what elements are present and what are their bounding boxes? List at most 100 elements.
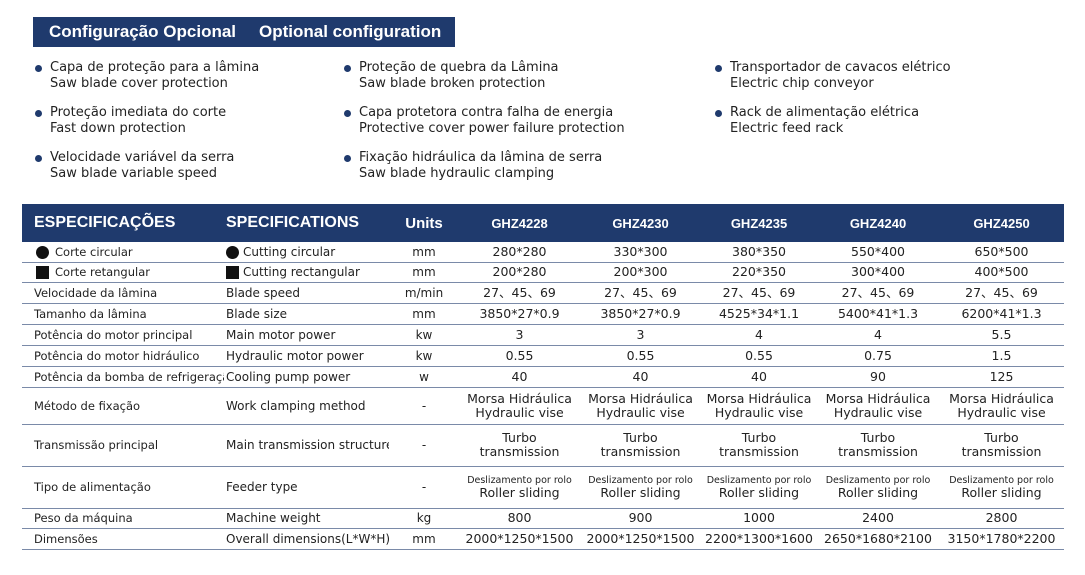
cell-value: Turbo transmission: [580, 424, 701, 467]
table-row: Peso da máquina Machine weight kg 800 900 100…: [22, 508, 1064, 529]
cell-value: 550*400: [817, 242, 939, 263]
row-label-en: Main motor power: [224, 324, 389, 346]
cell-value: 4525*34*1.1: [701, 303, 817, 325]
filled-square-icon: [36, 266, 49, 279]
row-label-pt-text: Método de fixação: [34, 398, 141, 413]
cell-value: 27、45、69: [817, 282, 939, 304]
cell-value: 400*500: [939, 262, 1064, 283]
cell-value: 650*500: [939, 242, 1064, 263]
row-label-en-text: Blade size: [226, 306, 288, 321]
row-label-en-text: Main transmission structure: [226, 438, 389, 452]
row-label-pt: Transmissão principal: [22, 424, 224, 467]
cell-value: 900: [580, 508, 701, 529]
cell-value-bottom: transmission: [961, 444, 1042, 459]
row-unit: kw: [389, 345, 459, 367]
header-model: GHZ4235: [701, 204, 817, 242]
row-label-en-text: Main motor power: [226, 327, 336, 342]
cell-value: 5400*41*1.3: [817, 303, 939, 325]
cell-value: 40: [580, 366, 701, 388]
cell-value: 300*400: [817, 262, 939, 283]
row-label-pt-text: Potência do motor principal: [34, 327, 193, 342]
row-label-pt-text: Potência da bomba de refrigeração: [34, 369, 224, 384]
row-unit: w: [389, 366, 459, 388]
row-label-pt-text: Corte circular: [55, 244, 133, 259]
filled-circle-icon: [36, 245, 49, 259]
cell-value: Deslizamento por rolo Roller sliding: [939, 466, 1064, 509]
cell-value: 5.5: [939, 324, 1064, 346]
header-model: GHZ4230: [580, 204, 701, 242]
optional-config-banner: Configuração Opcional Optional configura…: [33, 17, 455, 47]
cell-value-bottom: Roller sliding: [837, 484, 919, 500]
cell-value: Deslizamento por rolo Roller sliding: [701, 466, 817, 509]
banner-title-en: Optional configuration: [259, 22, 442, 41]
cell-value: 27、45、69: [459, 282, 580, 304]
row-label-en: Cutting rectangular: [224, 262, 389, 283]
row-label-pt-text: Velocidade da lâmina: [34, 285, 158, 300]
option-en: Saw blade cover protection: [50, 76, 228, 91]
cell-value-bottom: transmission: [719, 444, 799, 459]
table-row: Transmissão principal Main transmission s…: [22, 424, 1064, 467]
cell-value-top: Turbo: [623, 430, 658, 445]
specifications-table: ESPECIFICAÇÕES SPECIFICATIONS Units GHZ4…: [22, 204, 1064, 550]
cell-value-bottom: transmission: [479, 444, 560, 459]
cell-value-bottom: transmission: [600, 444, 681, 459]
table-row: Potência da bomba de refrigeração Cooling…: [22, 366, 1064, 388]
option-en: Saw blade broken protection: [359, 76, 546, 91]
header-model: GHZ4228: [459, 204, 580, 242]
cell-value: Turbo transmission: [817, 424, 939, 467]
cell-value: Morsa Hidráulica Hydraulic vise: [459, 387, 580, 425]
row-label-en: Work clamping method: [224, 387, 389, 425]
option-pt: Proteção imediata do corte: [50, 105, 227, 120]
table-row: Potência do motor principal Main motor po…: [22, 324, 1064, 346]
row-label-pt: Corte circular: [22, 242, 224, 263]
row-label-en-text: Cutting rectangular: [243, 265, 360, 279]
bullet-dot-icon: [35, 65, 42, 72]
cell-value: Morsa Hidráulica Hydraulic vise: [939, 387, 1064, 425]
option-en: Saw blade hydraulic clamping: [359, 166, 555, 181]
cell-value: 3150*1780*2200: [939, 528, 1064, 550]
row-label-pt: Potência do motor principal: [22, 324, 224, 346]
bullet-dot-icon: [35, 110, 42, 117]
cell-value: 27、45、69: [580, 282, 701, 304]
row-unit: -: [389, 424, 459, 467]
cell-value-top: Deslizamento por rolo: [825, 474, 931, 486]
option-item: Velocidade variável da serra Saw blade va…: [35, 150, 234, 182]
cell-value-bottom: Hydraulic vise: [833, 404, 923, 420]
cell-value: 40: [459, 366, 580, 388]
cell-value: Morsa Hidráulica Hydraulic vise: [817, 387, 939, 425]
bullet-dot-icon: [715, 65, 722, 72]
option-en: Fast down protection: [50, 121, 186, 136]
row-label-en: Cutting circular: [224, 242, 389, 263]
cell-value-top: Morsa Hidráulica: [467, 390, 572, 406]
cell-value-bottom: Hydraulic vise: [957, 404, 1046, 420]
cell-value-bottom: Roller sliding: [600, 484, 681, 500]
row-label-pt-text: Potência do motor hidráulico: [34, 348, 200, 363]
cell-value: Deslizamento por rolo Roller sliding: [580, 466, 701, 509]
row-label-en: Blade speed: [224, 282, 389, 304]
cell-value: 6200*41*1.3: [939, 303, 1064, 325]
bullet-dot-icon: [715, 110, 722, 117]
cell-value: Turbo transmission: [459, 424, 580, 467]
row-label-en: Blade size: [224, 303, 389, 325]
row-label-pt: Método de fixação: [22, 387, 224, 425]
cell-value: 0.55: [459, 345, 580, 367]
cell-value: 3850*27*0.9: [580, 303, 701, 325]
cell-value: Morsa Hidráulica Hydraulic vise: [701, 387, 817, 425]
header-pt: ESPECIFICAÇÕES: [22, 204, 224, 242]
cell-value: 2000*1250*1500: [459, 528, 580, 550]
row-label-en-text: Work clamping method: [226, 398, 366, 413]
cell-value-bottom: Roller sliding: [961, 484, 1042, 500]
cell-value: 125: [939, 366, 1064, 388]
cell-value-top: Turbo: [502, 430, 537, 445]
bullet-dot-icon: [344, 155, 351, 162]
cell-value: 2200*1300*1600: [701, 528, 817, 550]
cell-value: 90: [817, 366, 939, 388]
cell-value: 2000*1250*1500: [580, 528, 701, 550]
row-unit: mm: [389, 242, 459, 263]
row-label-pt: Tipo de alimentação: [22, 466, 224, 509]
option-pt: Capa de proteção para a lâmina: [50, 60, 260, 75]
row-unit: mm: [389, 303, 459, 325]
table-row: Corte circular Cutting circular mm 280*280 3…: [22, 242, 1064, 263]
header-model: GHZ4240: [817, 204, 939, 242]
cell-value: 40: [701, 366, 817, 388]
